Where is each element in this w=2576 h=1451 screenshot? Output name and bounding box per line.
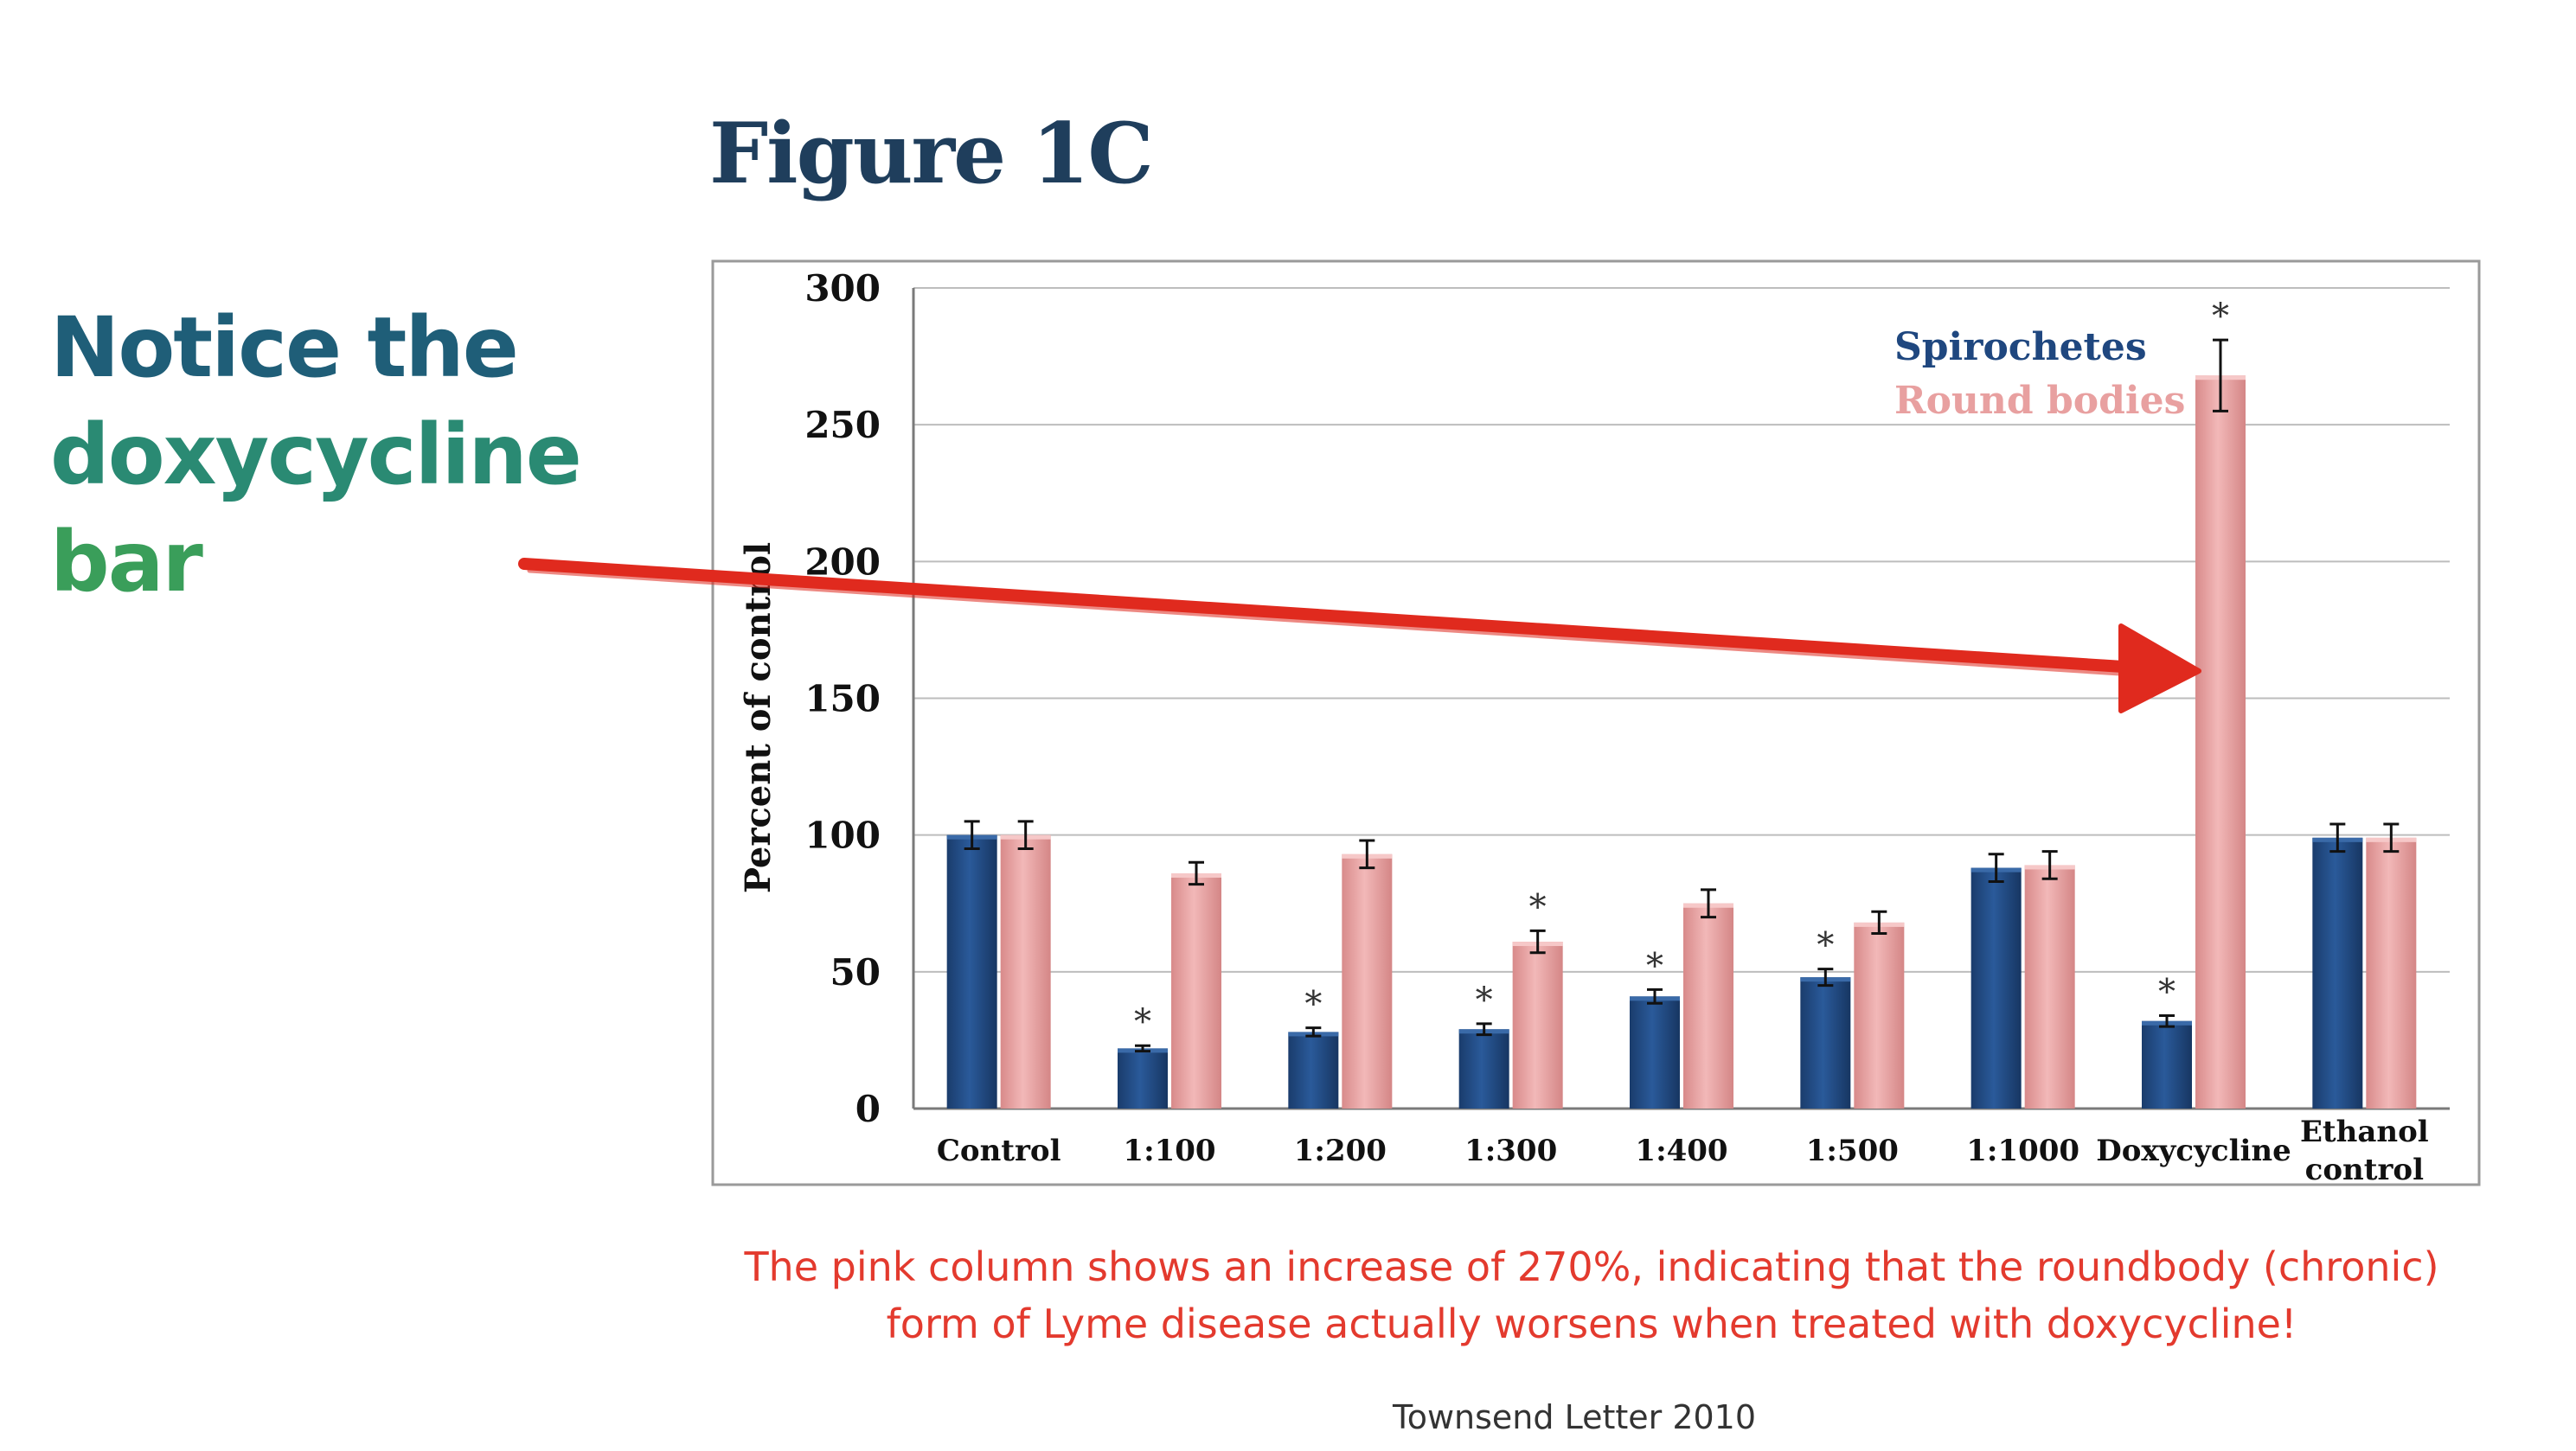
- red-arrow-annotation: [518, 558, 2201, 713]
- x-tick-label: 1:500: [1806, 1134, 1899, 1168]
- x-tick-label: 1:1000: [1966, 1134, 2079, 1168]
- significance-marker: *: [1476, 981, 1493, 1020]
- arrow-shaft: [518, 558, 2143, 674]
- bar: [2195, 375, 2246, 1109]
- y-tick-labels: 0 50 100 150 200 250 300: [804, 267, 881, 1130]
- x-tick-label: Doxycycline: [2096, 1134, 2291, 1168]
- caption-line-1: The pink column shows an increase of 270…: [744, 1243, 2439, 1290]
- bar: [2312, 837, 2363, 1109]
- y-tick-label: 100: [804, 815, 881, 857]
- x-tick-label: 1:300: [1464, 1134, 1557, 1168]
- side-note: Notice the doxycycline bar: [50, 294, 582, 616]
- bar: [946, 834, 997, 1109]
- arrow-head: [2118, 623, 2201, 713]
- significance-marker: *: [2212, 297, 2229, 336]
- x-tick-label: control: [2305, 1153, 2424, 1187]
- legend-spirochetes: Spirochetes: [1894, 325, 2147, 369]
- y-tick-label: 150: [804, 678, 881, 720]
- significance-marker: *: [1646, 946, 1663, 986]
- bar: [1288, 1032, 1339, 1109]
- x-tick-labels: Control 1:100 1:200 1:300 1:400 1:500 1:1000 Do…: [937, 1115, 2429, 1187]
- bar: [1342, 853, 1393, 1109]
- y-tick-label: 0: [855, 1088, 881, 1130]
- x-tick-label: Ethanol: [2300, 1115, 2429, 1149]
- legend: Spirochetes Round bodies: [1894, 325, 2185, 423]
- bar: [1118, 1048, 1168, 1109]
- significance-marker: *: [1817, 926, 1834, 966]
- caption: The pink column shows an increase of 270…: [709, 1238, 2474, 1352]
- bars: * * ******: [946, 297, 2417, 1109]
- series-round-bodies: **: [1000, 297, 2417, 1109]
- bar: [1630, 996, 1680, 1109]
- y-tick-label: 200: [804, 540, 881, 583]
- y-tick-label: 250: [804, 404, 881, 446]
- y-tick-label: 50: [830, 951, 881, 994]
- bar: [1171, 873, 1221, 1109]
- source-citation: Townsend Letter 2010: [1392, 1398, 1757, 1436]
- side-note-line-3: bar: [50, 514, 203, 610]
- bar: [1854, 922, 1905, 1109]
- bar: [1512, 942, 1563, 1109]
- bar: [2366, 837, 2417, 1109]
- figure-title: Figure 1C: [709, 105, 1154, 202]
- x-tick-label: 1:200: [1294, 1134, 1387, 1168]
- significance-marker: *: [2158, 972, 2176, 1012]
- bar: [1000, 834, 1051, 1109]
- significance-marker: *: [1529, 887, 1547, 927]
- bar: [1800, 977, 1851, 1109]
- bar: [2142, 1020, 2192, 1109]
- bar: [1970, 867, 2022, 1109]
- series-spirochetes: * * * * * *: [946, 820, 2363, 1109]
- arrow-shaft-texture: [527, 568, 2136, 677]
- x-tick-label: 1:100: [1123, 1134, 1215, 1168]
- x-tick-label: 1:400: [1635, 1134, 1727, 1168]
- significance-marker: *: [1134, 1002, 1151, 1042]
- y-tick-label: 300: [804, 267, 881, 310]
- significance-marker: *: [1304, 985, 1322, 1025]
- bar: [2024, 865, 2075, 1109]
- side-note-line-2: doxycycline: [50, 406, 582, 503]
- y-axis-label: Percent of control: [738, 542, 779, 893]
- legend-round-bodies: Round bodies: [1894, 379, 2185, 423]
- x-tick-label: Control: [937, 1134, 1061, 1168]
- bar: [1458, 1029, 1509, 1109]
- caption-line-2: form of Lyme disease actually worsens wh…: [886, 1301, 2297, 1347]
- bar: [1683, 903, 1733, 1109]
- side-note-line-1: Notice the: [50, 299, 519, 396]
- grid-lines: [912, 287, 2450, 1110]
